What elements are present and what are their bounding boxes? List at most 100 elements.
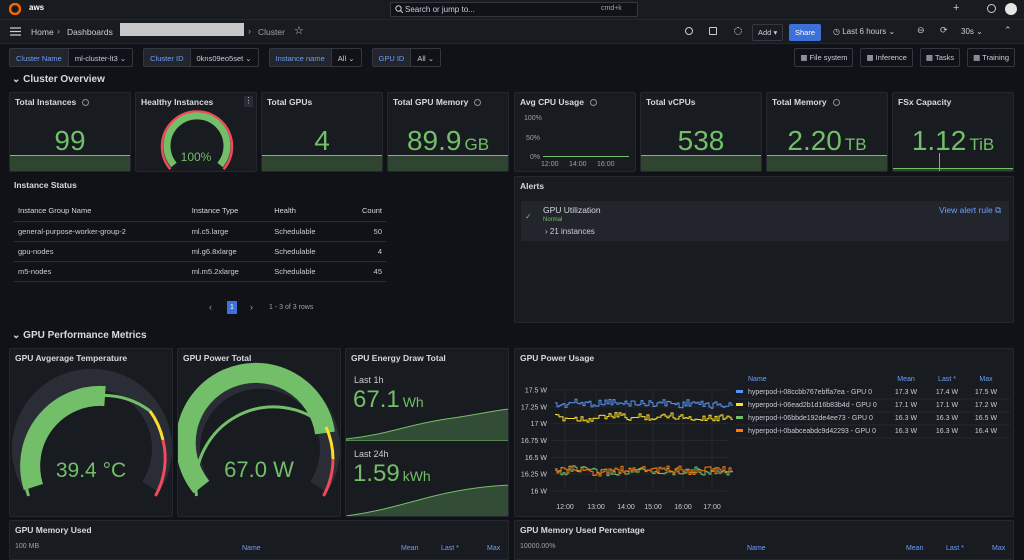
section-title: Cluster Overview [23, 74, 105, 85]
stat-panel: Total Memory 2.20 TB [766, 92, 888, 172]
column-header[interactable]: Count [344, 201, 386, 222]
y-tick-label: 16.75 W [521, 438, 547, 445]
prev-page[interactable]: ‹ [209, 302, 212, 312]
x-tick-label: 16:00 [597, 161, 615, 168]
dashboard-link[interactable]: ▦ Training [967, 48, 1015, 67]
star-button[interactable]: ☆ [294, 25, 304, 37]
legend-value: 17.5 W [975, 389, 998, 396]
x-tick-label: 14:00 [569, 161, 587, 168]
panel-title-text: Total GPU Memory [393, 97, 469, 107]
variable-select[interactable]: 0kns09eo5set ⌄ [190, 48, 259, 67]
variable-select[interactable]: All ⌄ [411, 48, 442, 67]
legend-header[interactable]: Name [242, 545, 261, 552]
legend-header[interactable]: Name [747, 545, 766, 552]
column-header[interactable]: Health [270, 201, 345, 222]
stat-number: 67.1 [353, 386, 400, 413]
refresh-button[interactable]: ⟳ [940, 25, 948, 35]
legend-header[interactable]: Max [992, 545, 1006, 552]
panel-title: Total GPU Memory [393, 97, 482, 107]
refresh-interval-label: 30s [961, 27, 974, 36]
variables-bar: Cluster Name ml-cluster-lt3 ⌄ Cluster ID 0k… [9, 48, 445, 67]
panel-title: GPU Memory Used [15, 525, 92, 535]
legend-header[interactable]: Last * [441, 545, 459, 552]
save-button[interactable] [709, 27, 717, 35]
add-button[interactable]: Add ▾ [752, 24, 784, 41]
info-button[interactable] [685, 27, 693, 35]
legend-header[interactable]: Mean [401, 545, 419, 552]
stat-number: 1.59 [353, 460, 400, 487]
panel-menu[interactable]: ⋮ [244, 96, 253, 107]
search-box[interactable] [390, 2, 638, 17]
legend-name: hyperpod-i-0babceabdc9d42293 - GPU 0 [748, 428, 876, 435]
column-header[interactable]: Instance Group Name [14, 201, 188, 222]
dashboard-link[interactable]: ▦ Inference [860, 48, 913, 67]
menu-button[interactable] [10, 27, 21, 36]
panel-title-text: Total Instances [15, 97, 77, 107]
stat-value: 99 [54, 125, 86, 156]
series-line [555, 465, 733, 477]
panel-title: Healthy Instances [141, 97, 214, 107]
y-tick-label: 17.25 W [521, 404, 547, 411]
alert-instances[interactable]: › 21 instances [545, 227, 595, 236]
variable-select[interactable]: All ⌄ [331, 48, 362, 67]
aws-logo[interactable]: aws [29, 3, 45, 12]
legend-header[interactable]: Mean [897, 376, 915, 383]
table-row: gpu-nodes ml.g6.8xlarge Schedulable 4 [14, 241, 386, 262]
time-range-picker[interactable]: ◷ Last 6 hours ⌄ [833, 27, 896, 36]
sparkline-spike [939, 153, 940, 171]
y-tick-label: 16.25 W [521, 472, 547, 479]
stat-number: 1.12 [911, 125, 967, 156]
legend-header[interactable]: Max [979, 376, 993, 383]
stat-value: 89.9 GB [388, 125, 508, 157]
variable-value: All [417, 54, 426, 63]
timeseries-panel: Avg CPU Usage 100% 50% 0% 12:00 14:00 16… [514, 92, 636, 172]
y-tick-label: 16.5 W [525, 455, 548, 462]
dashboard-link[interactable]: ▦ Tasks [919, 48, 961, 67]
series-line [555, 398, 733, 409]
section-header[interactable]: ⌄ Cluster Overview [12, 74, 105, 85]
legend-header[interactable]: Last * [946, 545, 964, 552]
grafana-logo[interactable] [9, 3, 21, 15]
column-header[interactable]: Instance Type [187, 201, 271, 222]
add-label: Add [758, 28, 772, 37]
user-avatar[interactable] [1005, 3, 1017, 15]
zoom-out-button[interactable]: ⊖ [917, 25, 925, 35]
variable: Instance name All ⌄ [268, 48, 366, 67]
variable-select[interactable]: ml-cluster-lt3 ⌄ [68, 48, 134, 67]
settings-button[interactable] [734, 27, 742, 35]
search-placeholder: Search or jump to... [405, 4, 475, 14]
next-page[interactable]: › [250, 302, 253, 312]
table-row: m5-nodes ml.m5.2xlarge Schedulable 45 [14, 261, 386, 282]
panel-title: GPU Energy Draw Total [351, 353, 446, 363]
help-button[interactable] [987, 4, 996, 13]
panel-title: Instance Status [14, 180, 77, 190]
legend-header[interactable]: Last * [938, 376, 956, 383]
share-button[interactable]: Share [789, 24, 822, 41]
legend-value: 17.1 W [895, 402, 918, 409]
variable-label: Cluster Name [9, 48, 69, 67]
stat-number: 2.20 [787, 125, 842, 156]
info-icon [589, 99, 597, 106]
table-cell: m5-nodes [14, 261, 188, 282]
alert-rule-link-text: View alert rule [939, 205, 993, 215]
section-header[interactable]: ⌄ GPU Performance Metrics [12, 330, 147, 341]
breadcrumb[interactable]: Home [31, 27, 54, 37]
legend-header[interactable]: Name [748, 376, 767, 383]
page-button[interactable]: 1 [227, 301, 237, 314]
alert-rule-link[interactable]: View alert rule ⧉ [939, 205, 1002, 215]
alert-item [521, 201, 1009, 241]
panel-title: GPU Avgerage Temperature [15, 353, 128, 363]
legend-header[interactable]: Max [487, 545, 501, 552]
gauge [178, 362, 340, 497]
refresh-interval[interactable]: 30s ⌄ [961, 27, 983, 36]
table-cell: gpu-nodes [14, 241, 188, 262]
legend-header[interactable]: Mean [906, 545, 924, 552]
panel-title: GPU Memory Used Percentage [520, 525, 645, 535]
alert-ok-icon: ✓ [525, 212, 532, 221]
new-button[interactable]: + [953, 2, 960, 14]
collapse-button[interactable]: ⌃ [1004, 25, 1012, 35]
table-cell: 45 [344, 261, 386, 282]
breadcrumb[interactable]: Dashboards [67, 27, 113, 37]
sparkline [893, 168, 1013, 171]
dashboard-link[interactable]: ▦ File system [794, 48, 854, 67]
